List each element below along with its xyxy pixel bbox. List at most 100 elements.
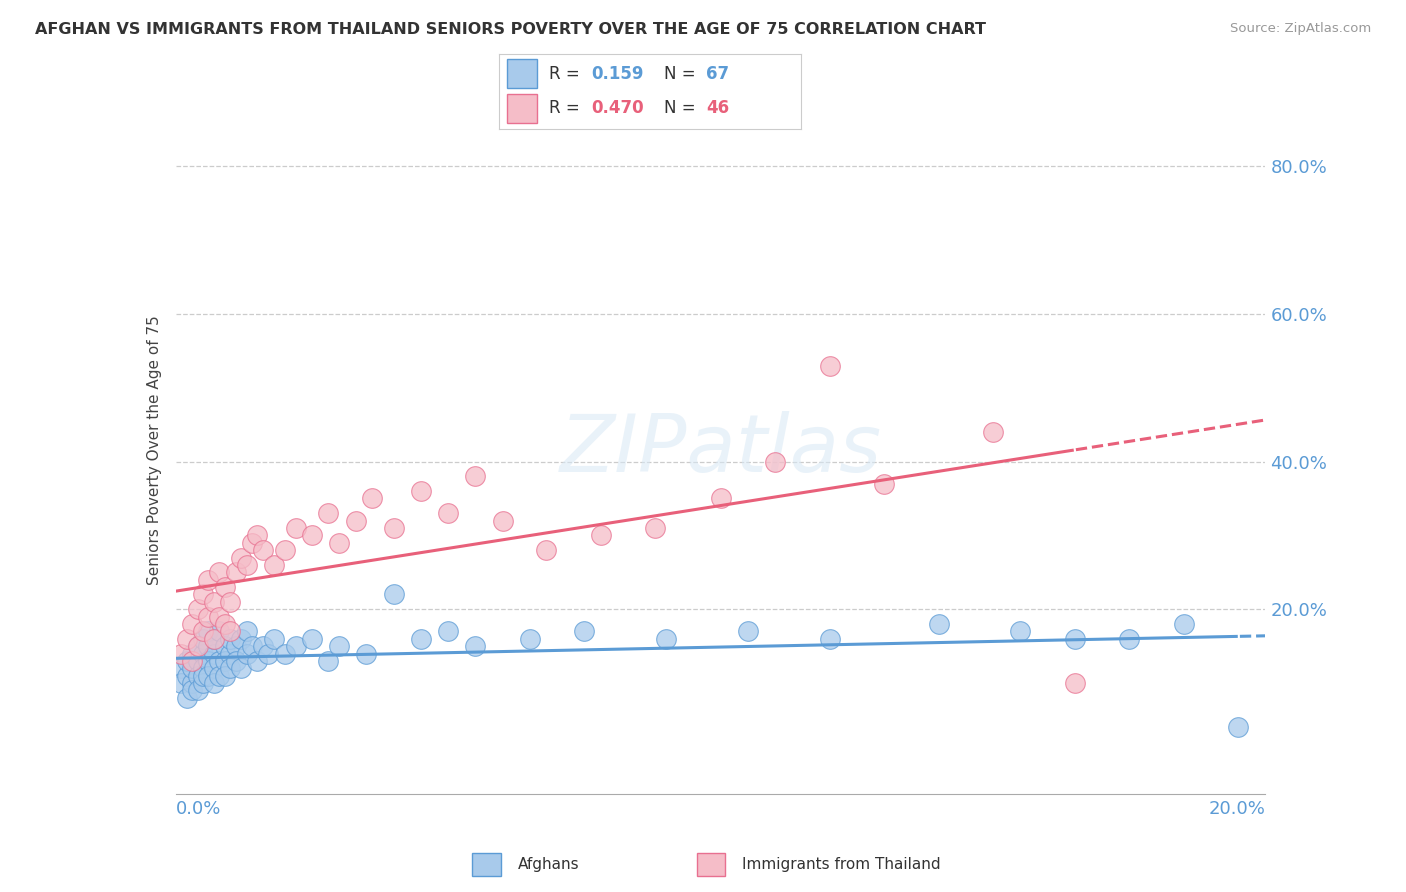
- Text: 20.0%: 20.0%: [1209, 800, 1265, 818]
- Point: [382, 587, 405, 601]
- Point: [208, 624, 231, 639]
- Point: [737, 624, 759, 639]
- Point: [181, 661, 204, 675]
- Point: [202, 632, 225, 646]
- Point: [181, 683, 204, 698]
- Point: [197, 624, 219, 639]
- Point: [231, 550, 253, 565]
- Point: [225, 654, 247, 668]
- Text: N =: N =: [664, 99, 700, 117]
- Point: [981, 425, 1004, 439]
- Point: [197, 669, 219, 683]
- Point: [257, 647, 280, 661]
- Point: [202, 647, 225, 661]
- Point: [1227, 720, 1250, 734]
- Point: [225, 639, 247, 653]
- Point: [235, 558, 257, 572]
- Point: [240, 639, 263, 653]
- Point: [589, 528, 612, 542]
- Point: [763, 454, 786, 468]
- Point: [219, 647, 242, 661]
- Point: [284, 521, 307, 535]
- Point: [301, 632, 323, 646]
- Point: [437, 624, 460, 639]
- Point: [186, 683, 209, 698]
- Point: [284, 639, 307, 653]
- Bar: [697, 853, 725, 876]
- Point: [208, 566, 231, 580]
- Point: [170, 676, 193, 690]
- Point: [214, 639, 236, 653]
- Point: [170, 661, 193, 675]
- Point: [214, 580, 236, 594]
- Y-axis label: Seniors Poverty Over the Age of 75: Seniors Poverty Over the Age of 75: [146, 316, 162, 585]
- Point: [246, 654, 269, 668]
- Point: [328, 639, 350, 653]
- Point: [219, 595, 242, 609]
- Point: [214, 654, 236, 668]
- Point: [818, 359, 841, 373]
- Point: [214, 669, 236, 683]
- Text: 0.159: 0.159: [592, 64, 644, 83]
- Point: [263, 632, 285, 646]
- Point: [181, 676, 204, 690]
- Point: [464, 639, 486, 653]
- Point: [186, 602, 209, 616]
- Point: [534, 543, 557, 558]
- Point: [191, 624, 214, 639]
- Point: [318, 654, 340, 668]
- Point: [252, 543, 274, 558]
- Point: [202, 676, 225, 690]
- Point: [235, 624, 257, 639]
- Point: [191, 647, 214, 661]
- Bar: [472, 853, 501, 876]
- Point: [252, 639, 274, 653]
- Point: [181, 647, 204, 661]
- Point: [170, 647, 193, 661]
- Point: [263, 558, 285, 572]
- Point: [1063, 676, 1085, 690]
- Point: [197, 609, 219, 624]
- Point: [301, 528, 323, 542]
- Point: [191, 661, 214, 675]
- Point: [231, 661, 253, 675]
- Point: [356, 647, 378, 661]
- Point: [191, 676, 214, 690]
- Point: [202, 632, 225, 646]
- Text: N =: N =: [664, 64, 700, 83]
- Point: [181, 617, 204, 632]
- Point: [492, 514, 515, 528]
- Point: [409, 484, 432, 499]
- Point: [219, 632, 242, 646]
- Bar: [506, 94, 537, 122]
- Text: 46: 46: [706, 99, 730, 117]
- Point: [197, 639, 219, 653]
- Point: [240, 535, 263, 549]
- Text: AFGHAN VS IMMIGRANTS FROM THAILAND SENIORS POVERTY OVER THE AGE OF 75 CORRELATIO: AFGHAN VS IMMIGRANTS FROM THAILAND SENIO…: [35, 22, 986, 37]
- Point: [208, 654, 231, 668]
- Point: [176, 654, 198, 668]
- Point: [409, 632, 432, 646]
- Text: 0.0%: 0.0%: [176, 800, 221, 818]
- Point: [191, 632, 214, 646]
- Text: ZIPatlas: ZIPatlas: [560, 411, 882, 490]
- Point: [225, 566, 247, 580]
- Point: [197, 654, 219, 668]
- Text: 67: 67: [706, 64, 730, 83]
- Point: [1010, 624, 1032, 639]
- Point: [318, 506, 340, 520]
- Point: [186, 639, 209, 653]
- Point: [928, 617, 950, 632]
- Bar: [506, 59, 537, 87]
- Point: [214, 617, 236, 632]
- Text: R =: R =: [548, 99, 585, 117]
- Text: Immigrants from Thailand: Immigrants from Thailand: [742, 857, 941, 871]
- Point: [208, 609, 231, 624]
- Point: [219, 661, 242, 675]
- Point: [274, 543, 297, 558]
- Point: [1173, 617, 1195, 632]
- Point: [1118, 632, 1140, 646]
- Point: [176, 690, 198, 705]
- Point: [202, 595, 225, 609]
- Point: [197, 573, 219, 587]
